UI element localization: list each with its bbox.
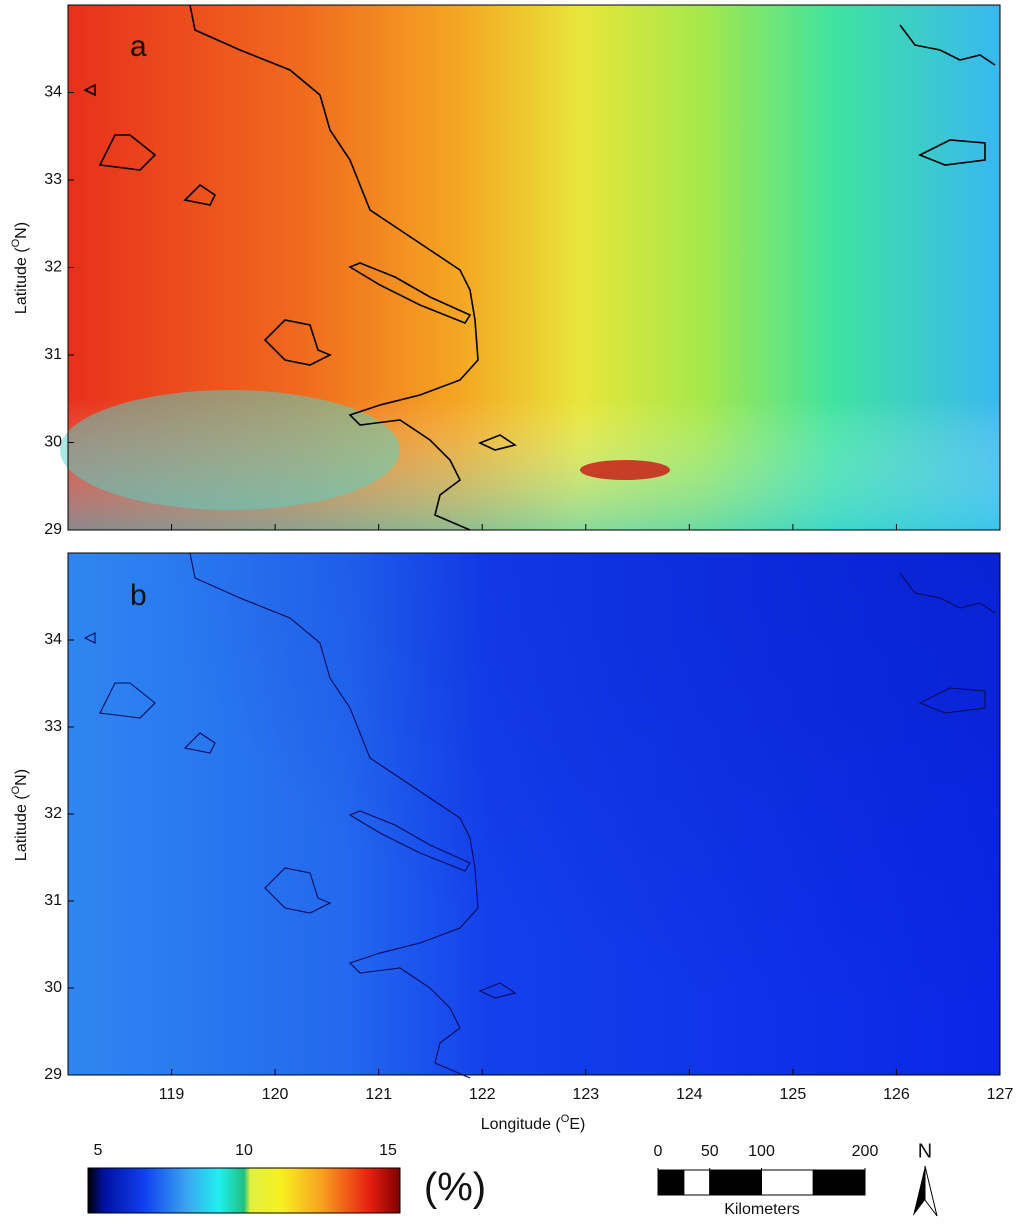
scale-bar-label: Kilometers (724, 1201, 800, 1218)
scale-bar-tick-label: 200 (852, 1143, 879, 1160)
x-tick-label: 124 (676, 1086, 703, 1103)
north-arrow-left (913, 1166, 925, 1216)
colorbar: (%) (87, 1166, 486, 1214)
scale-bar-tick-label: 0 (654, 1143, 663, 1160)
scale-bar-segment (761, 1169, 814, 1196)
colorbar-gradient (87, 1167, 401, 1214)
x-tick-label: 123 (572, 1086, 599, 1103)
y-tick-label: 32 (44, 259, 62, 276)
y-tick-label: 33 (44, 718, 62, 735)
y-tick-label: 29 (44, 521, 62, 538)
scale-bar-segment (709, 1169, 762, 1196)
scale-bar-segment (812, 1169, 866, 1196)
colorbar-tick-label: 5 (94, 1142, 103, 1159)
x-tick-label: 127 (987, 1086, 1014, 1103)
y-tick-label: 31 (44, 346, 62, 363)
y-axis-label: Latitude (ON) (10, 222, 30, 314)
y-tick-label: 33 (44, 171, 62, 188)
colorbar-tick-label: 10 (235, 1142, 253, 1159)
panel-a: a (60, 4, 1000, 531)
x-tick-label: 122 (469, 1086, 496, 1103)
y-tick-label: 30 (44, 434, 62, 451)
scale-bar-segment (683, 1169, 711, 1196)
scale-bar-segment (657, 1169, 685, 1196)
y-tick-label: 32 (44, 805, 62, 822)
scale-bar-tick-label: 50 (701, 1143, 719, 1160)
x-tick-label: 119 (159, 1086, 185, 1103)
y-tick-label: 29 (44, 1066, 62, 1083)
x-tick-label: 125 (780, 1086, 807, 1103)
map-patch (60, 390, 400, 510)
y-tick-label: 31 (44, 892, 62, 909)
scale-bar-tick-label: 100 (748, 1143, 775, 1160)
north-arrow-right (924, 1165, 938, 1217)
north-label: N (918, 1140, 932, 1162)
y-tick-label: 34 (44, 84, 62, 101)
colorbar-tick-label: 15 (379, 1142, 397, 1159)
panel-label: b (130, 579, 147, 612)
map-image-shade (68, 553, 1000, 1075)
x-tick-label: 121 (365, 1086, 392, 1103)
colorbar-unit: (%) (424, 1166, 486, 1210)
y-tick-label: 30 (44, 979, 62, 996)
scale-bar: Kilometers 0 50 100 200 (654, 1143, 879, 1218)
x-tick-label: 120 (262, 1086, 289, 1103)
x-axis-label: Longitude (OE) (481, 1113, 586, 1133)
axes: 29 30 31 32 33 34 29 30 31 32 33 34 119 120 121 122 123 1… (44, 4, 1014, 1213)
x-tick-label: 126 (883, 1086, 910, 1103)
panel-b: b (68, 552, 1000, 1079)
panel-label: a (130, 30, 147, 63)
map-patch (580, 460, 670, 480)
y-tick-label: 34 (44, 631, 62, 648)
north-arrow: N (913, 1140, 938, 1217)
y-axis-label: Latitude (ON) (10, 769, 30, 861)
